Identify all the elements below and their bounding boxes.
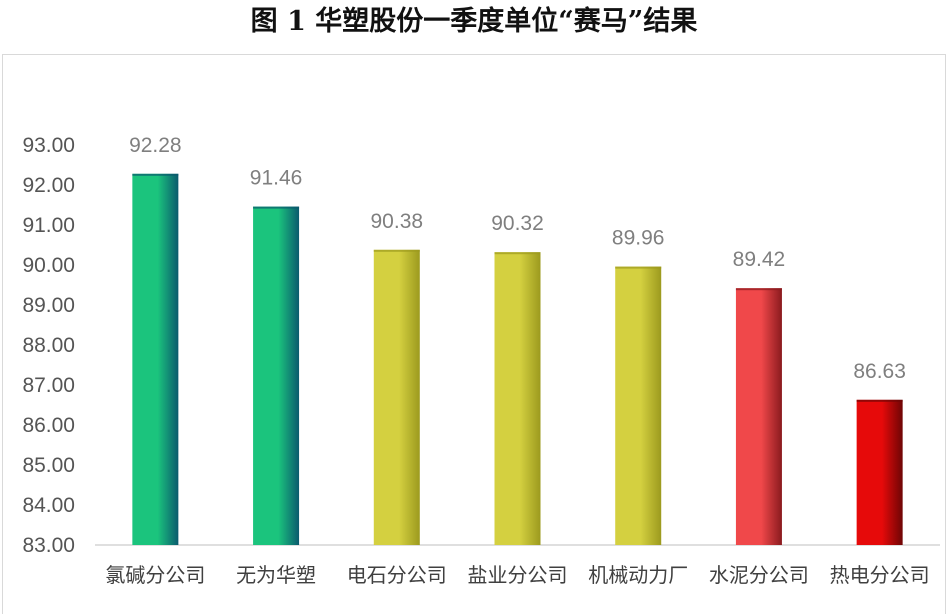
axis-layer: 83.00 84.00 85.00 86.00 87.00 88.00 89.00 90.00… <box>22 134 940 557</box>
y-tick-label: 91.00 <box>22 214 75 237</box>
y-tick-label: 92.00 <box>22 174 75 197</box>
bar-top-edge <box>735 288 782 291</box>
data-label: 90.38 <box>371 210 424 233</box>
chart-title: 图 1 华塑股份一季度单位“赛马”结果 <box>250 6 698 37</box>
bar <box>132 173 179 546</box>
data-label: 89.96 <box>612 227 665 250</box>
y-tick-label: 86.00 <box>22 414 75 437</box>
bar <box>253 206 300 545</box>
x-tick-label: 电石分公司 <box>347 563 447 587</box>
y-tick-label: 90.00 <box>22 254 75 277</box>
bar-top-edge <box>373 249 420 252</box>
data-label: 89.42 <box>733 248 786 271</box>
y-tick-label: 93.00 <box>22 134 75 157</box>
x-tick-label: 盐业分公司 <box>468 563 568 587</box>
data-label: 91.46 <box>250 167 303 190</box>
bar-top-edge <box>132 173 179 176</box>
bar-top-edge <box>856 399 903 402</box>
x-tick-label: 氯碱分公司 <box>105 563 205 587</box>
bar <box>373 249 420 546</box>
y-tick-label: 84.00 <box>22 494 75 517</box>
data-label: 90.32 <box>491 212 544 235</box>
x-tick-label: 热电分公司 <box>830 563 930 587</box>
x-tick-label: 水泥分公司 <box>709 563 809 587</box>
x-tick-label: 机械动力厂 <box>588 563 688 587</box>
x-tick-label: 无为华塑 <box>236 563 316 587</box>
bar-top-edge <box>253 206 300 209</box>
y-tick-label: 89.00 <box>22 294 75 317</box>
bar-layer <box>132 173 903 546</box>
data-label: 92.28 <box>129 134 182 157</box>
y-tick-label: 83.00 <box>22 534 75 557</box>
bar <box>494 252 541 545</box>
y-tick-label: 88.00 <box>22 334 75 357</box>
bar-top-edge <box>615 266 662 269</box>
data-label: 86.63 <box>853 360 906 383</box>
label-layer: 92.28 氯碱分公司 91.46 无为华塑 90.38 电石分公司 90.32 盐业分公司 8… <box>105 134 929 587</box>
bar <box>856 399 903 545</box>
bar-top-edge <box>494 252 541 255</box>
bar <box>735 288 782 545</box>
chart-frame <box>2 54 946 614</box>
y-tick-label: 85.00 <box>22 454 75 477</box>
y-tick-label: 87.00 <box>22 374 75 397</box>
bar <box>615 266 662 545</box>
